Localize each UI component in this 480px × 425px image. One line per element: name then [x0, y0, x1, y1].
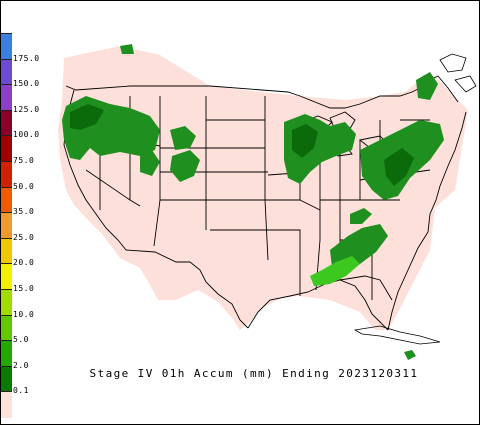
legend-label: 35.0 — [13, 207, 35, 217]
legend-label: 75.0 — [13, 156, 35, 165]
precip-gulf-band — [310, 256, 360, 286]
precip-great-lakes-core — [292, 124, 318, 158]
precip-canada-west — [120, 44, 134, 54]
legend-label: 15.0 — [13, 284, 35, 293]
legend-swatch — [1, 135, 12, 162]
map-caption: Stage IV 01h Accum (mm) Ending 202312031… — [0, 367, 480, 380]
canada-islands — [439, 53, 477, 93]
legend-label: 175.0 — [13, 53, 40, 63]
caption-text: Stage IV 01h Accum (mm) Ending 202312031… — [89, 367, 419, 380]
legend-swatch — [1, 237, 12, 265]
legend-swatch — [1, 186, 12, 214]
legend-label: 20.0 — [13, 258, 35, 268]
precip-rockies-1 — [170, 126, 196, 150]
legend-swatch — [1, 58, 12, 86]
legend-label: 0.1 — [13, 386, 29, 396]
legend-swatch — [1, 314, 12, 342]
legend-label: 50.0 — [13, 181, 35, 191]
legend-swatch — [1, 263, 12, 290]
legend-swatch — [1, 84, 12, 111]
legend-label: 150.0 — [13, 79, 40, 89]
legend-swatch — [1, 365, 12, 393]
legend-swatch — [1, 161, 12, 188]
legend-swatch — [1, 33, 12, 60]
legend-label: 125.0 — [13, 104, 40, 114]
legend-label: 100.0 — [13, 130, 40, 140]
precip-caribbean — [404, 350, 416, 360]
legend-swatch — [1, 212, 12, 239]
precip-pacific-northwest-core — [70, 104, 104, 130]
cuba-outline — [353, 325, 441, 345]
legend-label: 25.0 — [13, 232, 35, 242]
legend-swatch — [1, 109, 12, 137]
legend-swatch — [1, 289, 12, 316]
precip-northeast-core — [384, 148, 414, 186]
analysis-region — [58, 46, 468, 330]
precip-rockies-2 — [140, 150, 160, 176]
legend-label: 2.0 — [13, 360, 29, 370]
legend-label: 10.0 — [13, 309, 35, 319]
legend-swatch — [1, 340, 12, 367]
precip-legend: 175.0 150.0 125.0 100.0 75.0 50.0 35.0 25.0 20.0… — [1, 33, 39, 418]
precipitation-areas — [62, 44, 444, 360]
legend-label: 5.0 — [13, 335, 29, 345]
precip-new-england — [416, 72, 438, 100]
precip-rockies-3 — [170, 150, 200, 182]
legend-swatch — [1, 391, 12, 418]
precip-carolina-band — [350, 208, 372, 224]
